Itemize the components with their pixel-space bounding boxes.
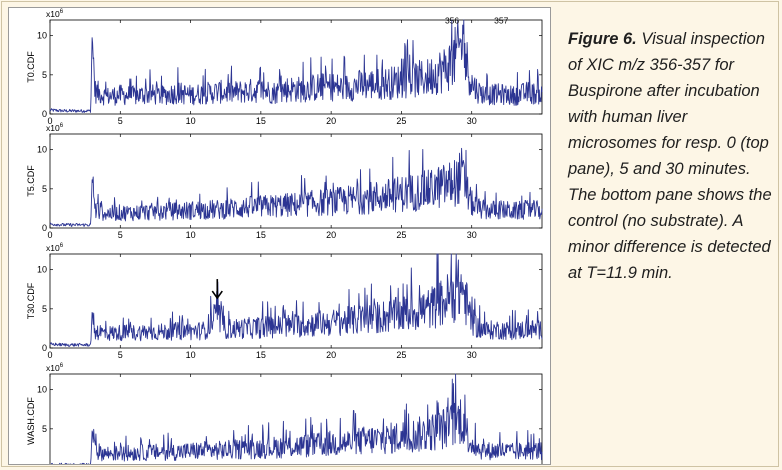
x-tick-label: 15: [256, 230, 266, 240]
axes-box: [49, 19, 543, 115]
axes-box: [49, 253, 543, 349]
figure-caption: Figure 6. Visual inspection of XIC m/z 3…: [568, 26, 773, 286]
x-tick-label: 20: [326, 350, 336, 360]
y-tick-label: 10: [37, 265, 47, 275]
chart-panel-1: 0 5 10 15 20 25 30 0 5 10 x106 T0.CDF 356 357: [26, 9, 543, 126]
chart-panel-4: 0510152025300510x106WASH.CDF: [26, 363, 543, 464]
exponent-label: x106: [46, 9, 64, 19]
x-tick-label: 30: [467, 350, 477, 360]
plot-area: 0 5 10 15 20 25 30 0 5 10 x106 T0.CDF 356 357 0 5 10 15 20…: [8, 7, 551, 465]
x-tick-label: 20: [326, 230, 336, 240]
arrow-head: [211, 290, 223, 300]
chart-panels: 0 5 10 15 20 25 30 0 5 10 x106 T0.CDF 356 357 0 5 10 15 20…: [26, 9, 543, 464]
x-tick-label: 10: [186, 350, 196, 360]
axes-box: [49, 133, 543, 229]
x-tick-label: 20: [326, 116, 336, 126]
y-axis-label: T0.CDF: [26, 51, 36, 83]
x-tick-label: 25: [396, 230, 406, 240]
exponent-superscript: 6: [60, 363, 64, 369]
x-tick-label: 5: [118, 350, 123, 360]
y-axis-label: WASH.CDF: [26, 397, 36, 445]
series-line: [49, 19, 543, 113]
y-tick-label: 5: [42, 70, 47, 80]
y-tick-label: 5: [42, 184, 47, 194]
chart-panel-2: 0 5 10 15 20 25 30 0 5 10 x106 T5.CDF: [26, 123, 543, 240]
x-tick-label: 10: [186, 230, 196, 240]
y-tick-label: 10: [37, 31, 47, 41]
x-tick-label: 15: [256, 350, 266, 360]
exponent-superscript: 6: [60, 123, 64, 129]
exponent-label: x106: [46, 243, 64, 253]
x-tick-label: 0: [47, 350, 52, 360]
y-tick-label: 5: [42, 424, 47, 434]
y-tick-label: 0: [42, 109, 47, 119]
x-tick-label: 25: [396, 350, 406, 360]
annotation-label: 357: [494, 16, 508, 26]
x-tick-label: 30: [467, 230, 477, 240]
y-tick-label: 0: [42, 463, 47, 464]
x-tick-label: 5: [118, 230, 123, 240]
x-tick-label: 0: [47, 230, 52, 240]
exponent-label: x106: [46, 123, 64, 133]
series-line: [49, 253, 543, 347]
x-tick-label: 0: [47, 116, 52, 126]
x-tick-label: 25: [396, 116, 406, 126]
caption-label: Figure 6.: [568, 30, 637, 48]
annotation-label: 356: [445, 16, 459, 26]
down-arrow-icon: [211, 279, 223, 300]
caption-text: Visual inspection of XIC m/z 356-357 for…: [568, 30, 772, 282]
series-line: [51, 373, 543, 464]
axes-box: [49, 373, 543, 464]
x-tick-label: 15: [256, 116, 266, 126]
exponent-label: x106: [46, 363, 64, 373]
y-axis-label: T30.CDF: [26, 282, 36, 319]
x-tick-label: 10: [186, 116, 196, 126]
y-tick-label: 10: [37, 385, 47, 395]
series-line: [49, 147, 543, 227]
exponent-superscript: 6: [60, 243, 64, 249]
y-tick-label: 5: [42, 304, 47, 314]
x-tick-label: 30: [467, 116, 477, 126]
y-axis-label: T5.CDF: [26, 165, 36, 197]
exponent-superscript: 6: [60, 9, 64, 15]
y-tick-label: 0: [42, 223, 47, 233]
chart-panel-3: 0 5 10 15 20 25 30 0 5 10 x106 T30.CDF: [26, 243, 543, 360]
y-tick-label: 10: [37, 145, 47, 155]
x-tick-label: 5: [118, 116, 123, 126]
y-tick-label: 0: [42, 343, 47, 353]
